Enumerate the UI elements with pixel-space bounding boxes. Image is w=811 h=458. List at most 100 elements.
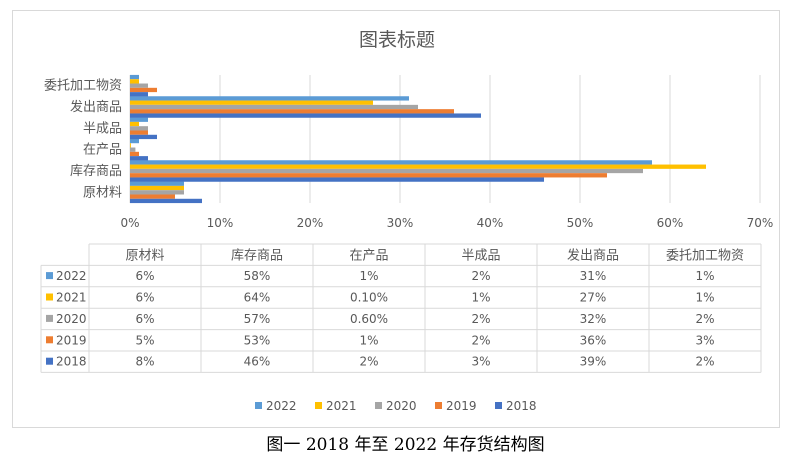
table-cell: 31% (580, 269, 607, 283)
bar-2021 (130, 121, 139, 127)
category-label: 在产品 (83, 143, 122, 158)
table-header: 原材料 (125, 249, 164, 264)
legend-label: 2018 (506, 399, 537, 413)
bar-2021 (130, 164, 706, 169)
table-header: 库存商品 (231, 248, 283, 264)
x-tick-label: 50% (567, 216, 594, 230)
table-header: 在产品 (349, 249, 388, 264)
bar-2019 (130, 109, 454, 114)
table-cell: 3% (471, 355, 490, 369)
bar-2018 (130, 134, 157, 140)
bar-2020 (130, 168, 643, 174)
legend-label: 2021 (326, 399, 357, 413)
bar-2022 (130, 74, 139, 80)
table-cell: 53% (244, 333, 271, 347)
category-label: 原材料 (83, 185, 122, 200)
table-row-label: 2018 (56, 355, 87, 369)
bar-2020 (130, 190, 184, 195)
table-cell: 5% (135, 333, 154, 347)
bars (130, 74, 706, 204)
x-tick-label: 40% (477, 216, 504, 230)
table-row-swatch (46, 314, 53, 322)
table-cell: 1% (359, 269, 378, 283)
bar-2021 (130, 79, 139, 84)
bar-2018 (130, 198, 202, 204)
table-cell: 6% (135, 291, 154, 305)
table-cell: 1% (359, 333, 378, 347)
table-row-label: 2022 (56, 269, 87, 283)
table-cell: 64% (244, 291, 271, 305)
legend-label: 2020 (386, 399, 417, 413)
bar-2020 (130, 104, 418, 110)
figure-caption: 图一 2018 年至 2022 年存货结构图 (266, 435, 545, 455)
category-label: 发出商品 (70, 99, 122, 115)
category-label: 委托加工物资 (44, 79, 122, 94)
table-cell: 2% (695, 312, 714, 326)
table-cell: 36% (580, 333, 607, 347)
bar-2019 (130, 130, 148, 135)
x-tick-label: 60% (657, 216, 684, 230)
table-cell: 39% (580, 355, 607, 369)
table-row-label: 2019 (56, 333, 87, 347)
table-cell: 2% (471, 312, 490, 326)
chart-title: 图表标题 (359, 29, 435, 51)
x-tick-label: 20% (297, 216, 324, 230)
table-header: 半成品 (461, 249, 500, 264)
table-cell: 2% (471, 269, 490, 283)
table-row-swatch (46, 272, 53, 280)
bar-2018 (130, 92, 148, 97)
x-tick-label: 70% (747, 216, 774, 230)
table-row-label: 2021 (56, 291, 87, 305)
legend-swatch (495, 402, 502, 409)
table-row-swatch (46, 336, 53, 344)
bar-2020 (130, 147, 136, 152)
bar-2021 (130, 100, 373, 105)
table-cell: 8% (135, 355, 154, 369)
legend-swatch (255, 402, 262, 409)
table-cell: 1% (695, 269, 714, 283)
bar-2022 (130, 96, 409, 101)
table-cell: 0.10% (350, 291, 388, 305)
table-cell: 46% (244, 355, 271, 369)
x-tick-label: 0% (120, 216, 139, 230)
bar-2021 (130, 143, 131, 148)
table-cell: 1% (471, 291, 490, 305)
data-table: 原材料 库存商品 在产品 半成品 发出商品 委托加工物资 2022 6% 58% 1% 2% 31% 1… (40, 243, 762, 373)
bar-2019 (130, 194, 175, 199)
table-cell: 2% (359, 355, 378, 369)
table-cell: 0.60% (350, 312, 388, 326)
table-row-label: 2020 (56, 312, 87, 326)
bar-2018 (130, 113, 481, 118)
table-cell: 6% (135, 269, 154, 283)
table-cell: 27% (580, 291, 607, 305)
bar-2020 (130, 83, 148, 88)
category-label: 库存商品 (70, 163, 122, 179)
bar-2018 (130, 177, 544, 182)
bar-2022 (130, 181, 184, 186)
table-cell: 1% (695, 291, 714, 305)
table-header: 委托加工物资 (666, 249, 744, 264)
legend-label: 2019 (446, 399, 477, 413)
legend-label: 2022 (266, 399, 297, 413)
x-tick-label: 10% (207, 216, 234, 230)
table-cell: 2% (471, 333, 490, 347)
bar-2020 (130, 126, 148, 131)
legend-swatch (375, 402, 382, 409)
legend-swatch (435, 402, 442, 409)
bar-2022 (130, 160, 652, 165)
x-tick-label: 30% (387, 216, 414, 230)
x-tick-labels: 0% 10% 20% 30% 40% 50% 60% 70% (120, 216, 773, 230)
table-cell: 57% (244, 312, 271, 326)
bar-2022 (130, 117, 148, 122)
bar-2019 (130, 87, 157, 93)
table-cell: 2% (695, 355, 714, 369)
bar-2019 (130, 173, 607, 178)
table-cell: 58% (244, 269, 271, 283)
legend-swatch (315, 402, 322, 409)
table-cell: 3% (695, 333, 714, 347)
chart-frame: 图表标题 原材料 库存商品 在产品 半成品 发出商品 委托加工物资 0% 10% 20% 30%… (12, 10, 780, 428)
legend: 2022 2021 2020 2019 2018 (255, 399, 537, 413)
bar-2019 (130, 151, 139, 157)
grid-lines (129, 75, 761, 203)
